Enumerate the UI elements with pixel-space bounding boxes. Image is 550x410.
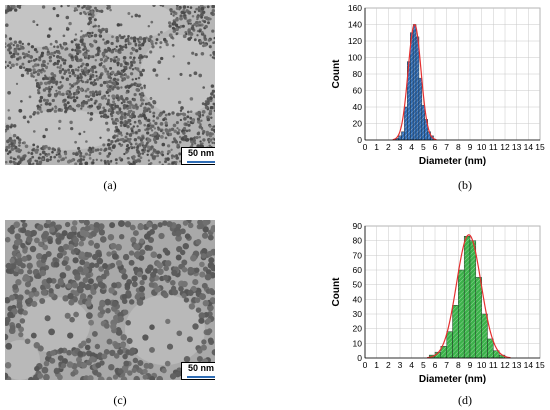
x-tick-label: 5 [421, 360, 426, 370]
x-tick-label: 15 [535, 142, 545, 152]
y-axis-label: Count [331, 59, 342, 89]
gaussian-fit-curve [392, 23, 437, 141]
histogram-b: 0 1 2 3 4 5 6 7 8 9 10 11 12 13 14 15 0 20 40 60 80 100 120 140… [320, 0, 550, 172]
x-axis-label: Diameter (nm) [419, 156, 486, 167]
scale-bar-a: 50 nm [181, 147, 215, 165]
histogram-bar [404, 106, 408, 141]
y-tick-label: 80 [353, 69, 363, 79]
y-tick-label: 40 [353, 294, 363, 304]
x-tick-label: 3 [398, 142, 403, 152]
y-tick-label: 120 [348, 36, 362, 46]
x-tick-label: 15 [535, 360, 545, 370]
x-tick-label: 6 [433, 142, 438, 152]
x-tick-label: 3 [398, 360, 403, 370]
gaussian-fit-curve [427, 234, 511, 359]
x-tick-label: 2 [386, 360, 391, 370]
x-tick-label: 6 [433, 360, 438, 370]
y-tick-label: 70 [353, 250, 363, 260]
x-tick-label: 10 [477, 360, 487, 370]
scale-bar-a-line [187, 161, 215, 163]
histogram-bar [421, 105, 425, 141]
tem-image-c: 50 nm [5, 220, 215, 380]
y-tick-label: 60 [353, 265, 363, 275]
y-tick-label: 0 [357, 353, 362, 363]
histogram-b-svg: 0 1 2 3 4 5 6 7 8 9 10 11 12 13 14 15020406080100120140… [331, 3, 545, 167]
caption-d: (d) [458, 393, 472, 407]
x-tick-label: 4 [409, 360, 414, 370]
histogram-bar [481, 313, 488, 359]
histogram-bar [415, 36, 420, 141]
histogram-bar [446, 331, 453, 359]
y-tick-label: 10 [353, 338, 363, 348]
scale-bar-c-line [187, 376, 215, 378]
histogram-bar [398, 135, 402, 141]
tem-image-a: 50 nm [5, 5, 215, 165]
histogram-bar [418, 77, 423, 141]
histogram-bar [469, 240, 477, 359]
x-tick-label: 4 [409, 142, 414, 152]
x-tick-label: 14 [524, 142, 534, 152]
y-tick-label: 90 [353, 221, 363, 231]
scale-bar-a-label: 50 nm [187, 148, 214, 158]
histogram-d-svg: 0 1 2 3 4 5 6 7 8 9 10 11 12 13 14 15010203040506070809… [331, 221, 545, 385]
y-tick-label: 50 [353, 280, 363, 290]
x-tick-label: 8 [456, 360, 461, 370]
x-tick-label: 2 [386, 142, 391, 152]
x-tick-label: 0 [363, 142, 368, 152]
y-tick-label: 0 [357, 135, 362, 145]
scale-bar-c-label: 50 nm [187, 363, 214, 373]
histogram-bar [412, 24, 417, 141]
scale-bar-c: 50 nm [181, 362, 215, 380]
x-tick-label: 0 [363, 360, 368, 370]
caption-b: (b) [458, 178, 472, 192]
x-tick-label: 9 [468, 142, 473, 152]
x-tick-label: 5 [421, 142, 426, 152]
x-tick-label: 10 [477, 142, 487, 152]
y-tick-label: 20 [353, 119, 363, 129]
particles [5, 220, 215, 380]
x-axis-label: Diameter (nm) [419, 374, 486, 385]
y-tick-label: 40 [353, 102, 363, 112]
y-tick-label: 140 [348, 20, 362, 30]
x-tick-label: 13 [512, 360, 522, 370]
caption-a: (a) [103, 178, 117, 192]
x-tick-label: 11 [489, 142, 498, 152]
x-tick-label: 14 [524, 360, 534, 370]
y-axis-label: Count [331, 277, 342, 307]
x-tick-label: 7 [444, 360, 449, 370]
histogram-bar [458, 269, 465, 359]
histogram-bar [401, 131, 405, 141]
tem-image-c-graphic [5, 220, 215, 380]
caption-c: (c) [113, 393, 127, 407]
histogram-bar [487, 338, 494, 359]
x-tick-label: 11 [489, 360, 498, 370]
x-tick-label: 12 [500, 360, 510, 370]
y-tick-label: 60 [353, 86, 363, 96]
x-tick-label: 8 [456, 142, 461, 152]
y-tick-label: 160 [348, 3, 362, 13]
y-tick-label: 80 [353, 236, 363, 246]
histogram-bar [463, 236, 471, 359]
histogram-bar [475, 277, 482, 359]
tem-image-a-graphic [5, 5, 215, 165]
histogram-d: 0 1 2 3 4 5 6 7 8 9 10 11 12 13 14 15 0 10 20 30 40 50 60 70 80 9… [320, 218, 550, 390]
x-tick-label: 12 [500, 142, 510, 152]
x-tick-label: 13 [512, 142, 522, 152]
y-tick-label: 30 [353, 309, 363, 319]
y-tick-label: 20 [353, 324, 363, 334]
x-tick-label: 9 [468, 360, 473, 370]
histogram-bar [452, 304, 459, 359]
x-tick-label: 1 [374, 360, 379, 370]
x-tick-label: 1 [374, 142, 379, 152]
x-tick-label: 7 [444, 142, 449, 152]
y-tick-label: 100 [348, 53, 362, 63]
